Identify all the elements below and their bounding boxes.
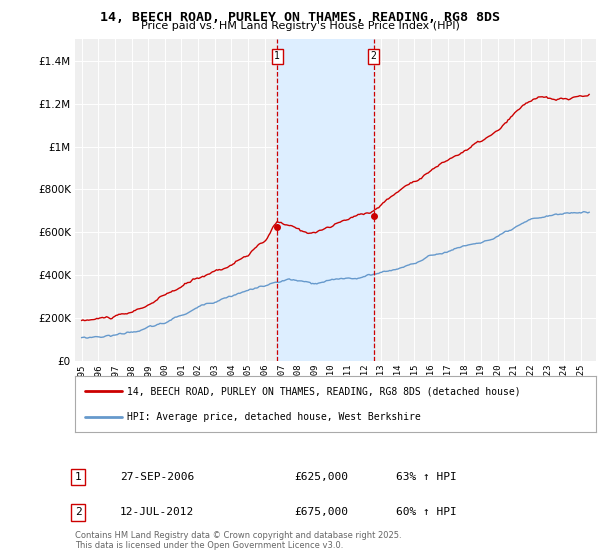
Text: £625,000: £625,000 xyxy=(294,472,348,482)
Text: Contains HM Land Registry data © Crown copyright and database right 2025.
This d: Contains HM Land Registry data © Crown c… xyxy=(75,530,401,550)
Text: 14, BEECH ROAD, PURLEY ON THAMES, READING, RG8 8DS: 14, BEECH ROAD, PURLEY ON THAMES, READIN… xyxy=(100,11,500,24)
Text: 14, BEECH ROAD, PURLEY ON THAMES, READING, RG8 8DS (detached house): 14, BEECH ROAD, PURLEY ON THAMES, READIN… xyxy=(127,386,521,396)
Bar xyxy=(277,39,374,361)
Text: 1: 1 xyxy=(274,52,280,62)
Text: £675,000: £675,000 xyxy=(294,507,348,517)
Text: 60% ↑ HPI: 60% ↑ HPI xyxy=(396,507,457,517)
Text: 12-JUL-2012: 12-JUL-2012 xyxy=(120,507,194,517)
Text: 2: 2 xyxy=(74,507,82,517)
Text: 2: 2 xyxy=(371,52,376,62)
Text: 27-SEP-2006: 27-SEP-2006 xyxy=(120,472,194,482)
Text: Price paid vs. HM Land Registry's House Price Index (HPI): Price paid vs. HM Land Registry's House … xyxy=(140,21,460,31)
Text: HPI: Average price, detached house, West Berkshire: HPI: Average price, detached house, West… xyxy=(127,412,421,422)
Text: 63% ↑ HPI: 63% ↑ HPI xyxy=(396,472,457,482)
Text: 1: 1 xyxy=(74,472,82,482)
